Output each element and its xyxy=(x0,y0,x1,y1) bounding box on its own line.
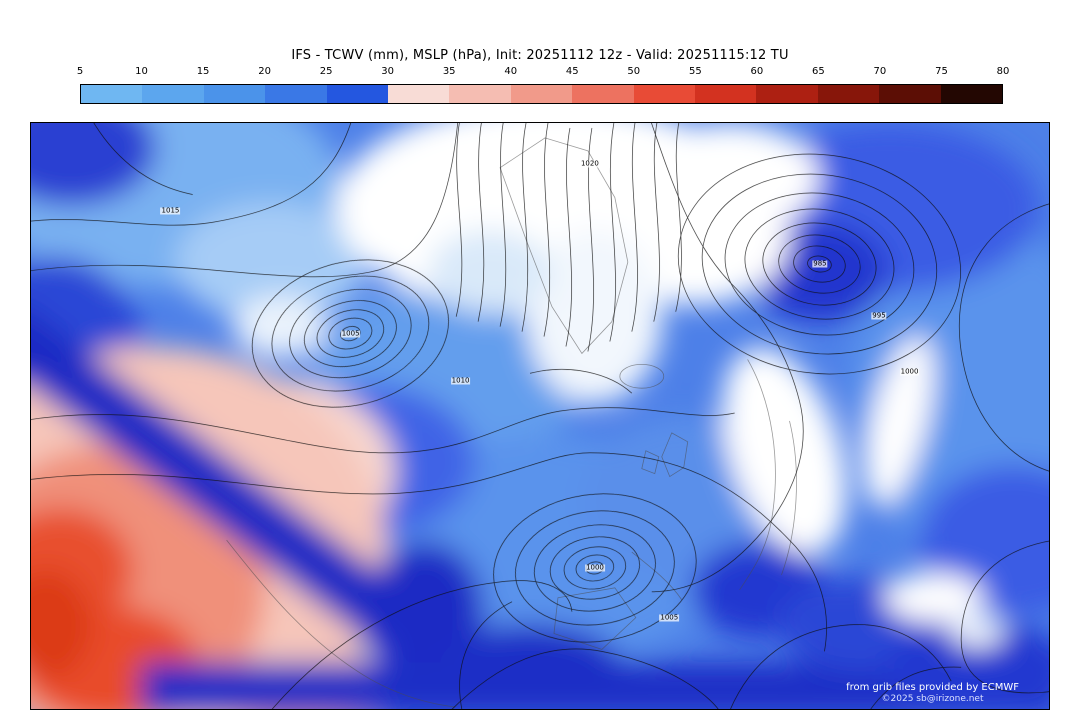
colorbar-tick-label: 15 xyxy=(196,66,210,77)
colorbar-tick-label: 65 xyxy=(812,66,825,77)
attribution-ecmwf: from grib files provided by ECMWF xyxy=(846,682,1019,693)
colorbar-segment xyxy=(940,85,1003,103)
colorbar-segment xyxy=(388,85,450,103)
colorbar-tick-label: 80 xyxy=(996,66,1010,77)
weather-map: 1005 1010 1000 1005 985 995 1000 1020 1015 from … xyxy=(30,122,1050,710)
map-svg xyxy=(31,123,1049,709)
colorbar-segment xyxy=(756,85,818,103)
colorbar-tick-label: 25 xyxy=(319,66,333,77)
colorbar-segment xyxy=(510,85,573,103)
attribution-copyright: ©2025 sb@irizone.net xyxy=(881,694,984,704)
colorbar-tick-label: 40 xyxy=(504,66,518,77)
attribution: from grib files provided by ECMWF ©2025 … xyxy=(846,682,1019,704)
colorbar-segment xyxy=(449,85,511,103)
colorbar-tick-label: 30 xyxy=(381,66,395,77)
colorbar xyxy=(80,84,1003,104)
colorbar-segment xyxy=(633,85,696,103)
colorbar-segment xyxy=(695,85,757,103)
colorbar-tick-label: 10 xyxy=(135,66,148,77)
colorbar-tick-label: 35 xyxy=(442,66,456,77)
colorbar-ticks: 5 10 15 20 25 30 35 40 45 50 55 60 65 70 75 80 xyxy=(76,66,1010,80)
colorbar-segment xyxy=(817,85,880,103)
colorbar-tick-label: 60 xyxy=(750,66,764,77)
colorbar-segment xyxy=(572,85,634,103)
chart-title: IFS - TCWV (mm), MSLP (hPa), Init: 20251… xyxy=(291,48,789,63)
colorbar-segment xyxy=(265,85,327,103)
colorbar-segment xyxy=(81,85,143,103)
colorbar-segment xyxy=(203,85,266,103)
colorbar-tick-label: 55 xyxy=(688,66,702,77)
colorbar-segment xyxy=(142,85,204,103)
colorbar-segment xyxy=(879,85,941,103)
colorbar-tick-label: 5 xyxy=(76,66,84,77)
colorbar-segment xyxy=(326,85,389,103)
colorbar-tick-label: 70 xyxy=(873,66,887,77)
colorbar-tick-label: 75 xyxy=(935,66,948,77)
colorbar-tick-label: 45 xyxy=(565,66,579,77)
colorbar-tick-label: 50 xyxy=(627,66,641,77)
colorbar-tick-label: 20 xyxy=(258,66,271,77)
